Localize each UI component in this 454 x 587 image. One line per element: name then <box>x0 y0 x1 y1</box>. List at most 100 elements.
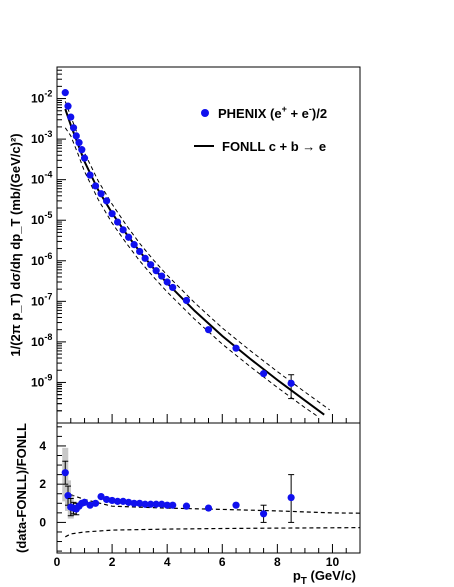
data-point <box>114 218 122 226</box>
bottom-ratio-points <box>61 447 295 523</box>
ratio-point <box>125 498 133 506</box>
ratio-point <box>64 492 72 500</box>
x-tick-label: 8 <box>274 555 281 569</box>
bottom-y-tick-label: 4 <box>39 439 46 453</box>
bottom-axis-ticks: 0 2 4 6 8 10 0 2 4 <box>39 426 361 569</box>
ratio-point <box>80 498 89 506</box>
ratio-point <box>119 497 127 505</box>
ratio-point <box>204 504 213 512</box>
data-point <box>67 113 75 121</box>
top-y-tick-label: 10-7 <box>31 291 52 308</box>
ratio-point <box>61 469 69 477</box>
ratio-point <box>130 499 138 507</box>
bottom-panel-frame <box>56 422 361 554</box>
ratio-point <box>259 510 268 518</box>
data-point <box>97 190 105 198</box>
top-y-tick-exp: -2 <box>44 89 52 99</box>
data-point <box>204 326 213 334</box>
data-point <box>86 171 94 179</box>
top-y-tick-exp: -5 <box>44 210 52 220</box>
top-y-tick-label: 10-5 <box>31 210 52 227</box>
ratio-point <box>136 499 144 507</box>
top-y-tick-exp: -7 <box>44 291 52 301</box>
data-point <box>61 89 69 97</box>
top-y-tick-label: 10-6 <box>31 251 52 268</box>
ratio-point <box>169 501 177 509</box>
legend-marker-phenix <box>201 109 209 117</box>
ratio-point <box>86 501 94 509</box>
data-point <box>232 344 240 352</box>
top-y-tick-exp: -6 <box>44 251 52 261</box>
data-point <box>75 139 83 147</box>
ratio-point <box>163 501 171 509</box>
x-tick-label: 10 <box>326 555 340 569</box>
top-y-tick-label: 10-3 <box>31 129 52 146</box>
data-point <box>102 197 111 205</box>
ratio-point <box>232 501 240 509</box>
x-tick-label: 2 <box>109 555 116 569</box>
data-point <box>169 283 177 292</box>
data-point <box>141 254 149 262</box>
bottom-y-tick-label: 0 <box>39 515 46 529</box>
ratio-point <box>97 493 105 501</box>
fonll-ratio-band <box>65 527 361 538</box>
x-tick-label: 4 <box>164 555 171 569</box>
data-point <box>163 278 171 286</box>
data-point <box>69 124 78 132</box>
top-y-tick-mantissa: 10 <box>31 335 45 349</box>
ratio-point <box>114 497 122 505</box>
ratio-point <box>108 496 116 505</box>
ratio-point <box>102 495 111 504</box>
data-point <box>108 210 116 218</box>
x-tick-label: 6 <box>219 555 226 569</box>
ratio-point <box>91 499 100 507</box>
top-y-tick-mantissa: 10 <box>31 254 45 268</box>
bottom-y-axis-title: (data-FONLL)/FONLL <box>14 423 29 553</box>
top-data-points <box>61 89 295 400</box>
top-y-tick-exp: -4 <box>44 170 52 180</box>
data-point <box>147 261 155 269</box>
ratio-point <box>141 500 149 508</box>
data-point <box>91 182 100 190</box>
top-y-tick-label: 10-4 <box>31 170 52 187</box>
top-y-tick-exp: -3 <box>44 129 52 139</box>
x-axis-title-sub: T <box>301 576 307 587</box>
top-y-tick-mantissa: 10 <box>31 92 45 106</box>
ratio-point <box>182 502 191 510</box>
x-axis-title: pT (GeV/c) <box>293 568 356 587</box>
bottom-theory-band <box>64 489 361 538</box>
data-point <box>119 226 127 234</box>
data-point <box>259 370 268 378</box>
legend-label-phenix: PHENIX (e+ + e-)/2 <box>218 104 327 121</box>
ratio-point <box>158 500 166 508</box>
data-point <box>72 132 80 140</box>
data-point <box>158 272 166 280</box>
top-y-tick-mantissa: 10 <box>31 294 45 308</box>
data-point <box>130 241 138 249</box>
ratio-point <box>287 493 295 502</box>
data-point <box>287 379 295 387</box>
top-axis-ticks: 10-210-310-410-510-610-710-810-9 <box>31 66 361 424</box>
top-y-tick-mantissa: 10 <box>31 375 45 389</box>
legend: PHENIX (e+ + e-)/2 FONLL c + b → e <box>194 104 327 154</box>
top-y-tick-label: 10-8 <box>31 332 52 349</box>
ratio-point <box>152 500 160 508</box>
data-point <box>80 154 89 162</box>
x-tick-label: 0 <box>54 555 61 569</box>
ratio-point <box>147 500 155 508</box>
top-y-axis-title: 1/(2π p_T) dσ/dη dp_T (mb/(GeV/c)²) <box>8 133 23 356</box>
data-point <box>136 247 144 256</box>
fonll-central-curve <box>64 108 325 416</box>
bottom-y-tick-label: 2 <box>39 477 46 491</box>
data-point <box>64 102 72 110</box>
top-y-tick-label: 10-9 <box>31 372 52 389</box>
x-axis-title-tail: (GeV/c) <box>307 568 356 583</box>
top-y-tick-mantissa: 10 <box>31 173 45 187</box>
top-y-tick-exp: -8 <box>44 332 52 342</box>
top-y-tick-exp: -9 <box>44 372 52 382</box>
top-y-tick-mantissa: 10 <box>31 213 45 227</box>
legend-label-fonll: FONLL c + b → e <box>222 139 326 154</box>
top-y-tick-mantissa: 10 <box>31 132 45 146</box>
data-point <box>182 296 191 305</box>
